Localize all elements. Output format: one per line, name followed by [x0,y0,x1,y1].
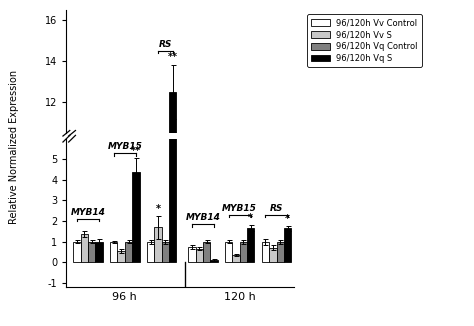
Bar [162,242,169,262]
Bar [188,247,195,262]
Bar [147,242,155,262]
Bar [195,249,203,262]
Text: **: ** [131,146,141,156]
Bar [210,260,218,262]
Text: **: ** [168,52,178,62]
Bar [169,92,176,326]
Bar [240,242,247,262]
Text: *: * [248,214,253,224]
Bar [118,251,125,262]
Bar [88,242,95,262]
Text: Relative Normalized Expression: Relative Normalized Expression [9,70,19,224]
Text: *: * [285,214,290,224]
Bar [276,242,284,262]
Text: MYB14: MYB14 [71,208,106,217]
Bar [284,316,292,326]
Text: MYB14: MYB14 [185,214,220,222]
Bar [81,321,88,326]
Bar [247,316,255,326]
Bar [232,255,240,262]
Bar [203,242,210,262]
Text: RS: RS [270,204,283,213]
Bar [269,248,276,262]
Bar [125,242,132,262]
Bar [169,5,176,262]
Bar [73,242,81,262]
Bar [132,171,140,262]
Text: RS: RS [159,40,172,49]
Text: 96 h: 96 h [112,292,137,302]
Bar [247,228,255,262]
Bar [81,234,88,262]
Bar [95,242,103,262]
Text: MYB15: MYB15 [222,204,257,213]
Bar [284,228,292,262]
Bar [110,242,118,262]
Text: MYB15: MYB15 [108,142,142,152]
Bar [155,314,162,326]
Bar [225,242,232,262]
Text: *: * [155,204,161,214]
Bar [155,227,162,262]
Bar [262,242,269,262]
Bar [132,259,140,326]
Text: 120 h: 120 h [224,292,255,302]
Legend: 96/120h Vv Control, 96/120h Vv S, 96/120h Vq Control, 96/120h Vq S: 96/120h Vv Control, 96/120h Vv S, 96/120… [307,14,422,67]
